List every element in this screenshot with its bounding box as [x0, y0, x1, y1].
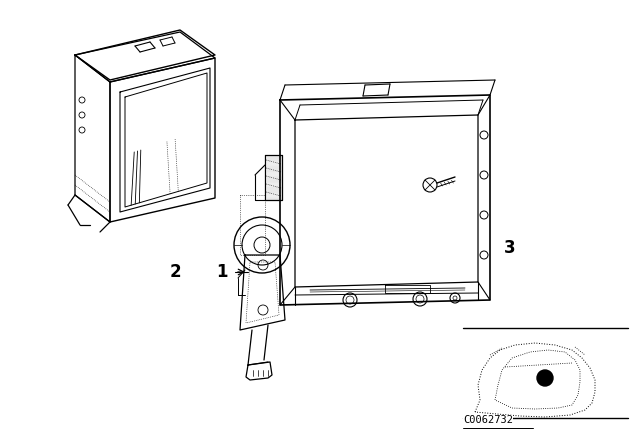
Text: 2: 2	[169, 263, 181, 281]
Circle shape	[537, 370, 553, 386]
Text: 1: 1	[216, 263, 228, 281]
Text: C0062732: C0062732	[463, 415, 513, 425]
Text: 3: 3	[504, 239, 516, 257]
